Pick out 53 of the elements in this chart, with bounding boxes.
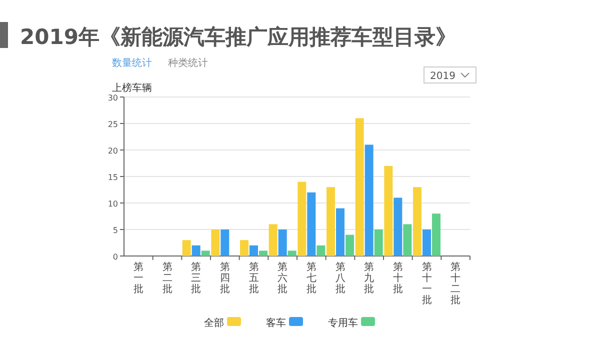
bar: [374, 230, 383, 256]
bar: [432, 214, 440, 256]
x-tick-label: 第十二批: [450, 261, 461, 306]
bar: [288, 250, 296, 256]
legend-label: 客车: [266, 317, 286, 329]
x-tick-label: 第十一批: [422, 261, 432, 306]
bar: [240, 240, 248, 256]
y-tick-label: 25: [108, 120, 118, 129]
bar: [336, 208, 344, 256]
x-tick-label: 第四批: [220, 261, 230, 295]
y-tick-label: 10: [108, 200, 118, 208]
bar: [316, 245, 326, 256]
y-tick-label: 20: [108, 146, 118, 156]
bar: [211, 230, 220, 256]
chart-title: 2019年《新能源汽车推广应用推荐车型目录》: [20, 25, 456, 49]
y-axis-title: 上榜车辆: [112, 82, 152, 94]
text: 数量统计: [112, 57, 152, 69]
x-tick-label: 第九批: [364, 261, 374, 295]
bar: [220, 230, 230, 256]
bar: [413, 187, 422, 256]
bar: [364, 144, 374, 256]
bar: [268, 224, 278, 256]
x-tick-label: 第二批: [162, 261, 172, 295]
bar: [182, 240, 191, 256]
y-tick-label: 30: [108, 94, 118, 102]
bar: [394, 198, 402, 256]
y-tick-label: 5: [112, 226, 118, 235]
bar: [201, 250, 210, 256]
bar: [403, 224, 412, 256]
x-tick-label: 第一批: [133, 261, 144, 295]
bar: [192, 245, 200, 256]
bar: [326, 187, 335, 256]
bar: [250, 245, 258, 256]
legend-label: 专用车: [328, 317, 358, 329]
x-tick-label: 第五批: [248, 261, 259, 295]
bar: [307, 192, 316, 256]
bar: [355, 118, 364, 256]
x-tick-label: 第六批: [278, 261, 288, 295]
x-tick-label: 第七批: [306, 261, 316, 295]
bar: [298, 182, 306, 256]
x-tick-label: 第八批: [335, 261, 346, 295]
bar: [422, 230, 431, 256]
x-tick-label: 第十批: [392, 261, 403, 295]
text: 2019: [430, 71, 456, 82]
bar: [259, 250, 268, 256]
x-tick-label: 第三批: [191, 261, 202, 295]
text: 种类统计: [168, 57, 208, 69]
bar: [384, 166, 393, 256]
bar: [346, 234, 354, 256]
bar: [278, 230, 287, 256]
y-tick-label: 0: [112, 252, 118, 262]
legend-label: 全部: [204, 317, 224, 329]
y-tick-label: 15: [108, 173, 118, 182]
